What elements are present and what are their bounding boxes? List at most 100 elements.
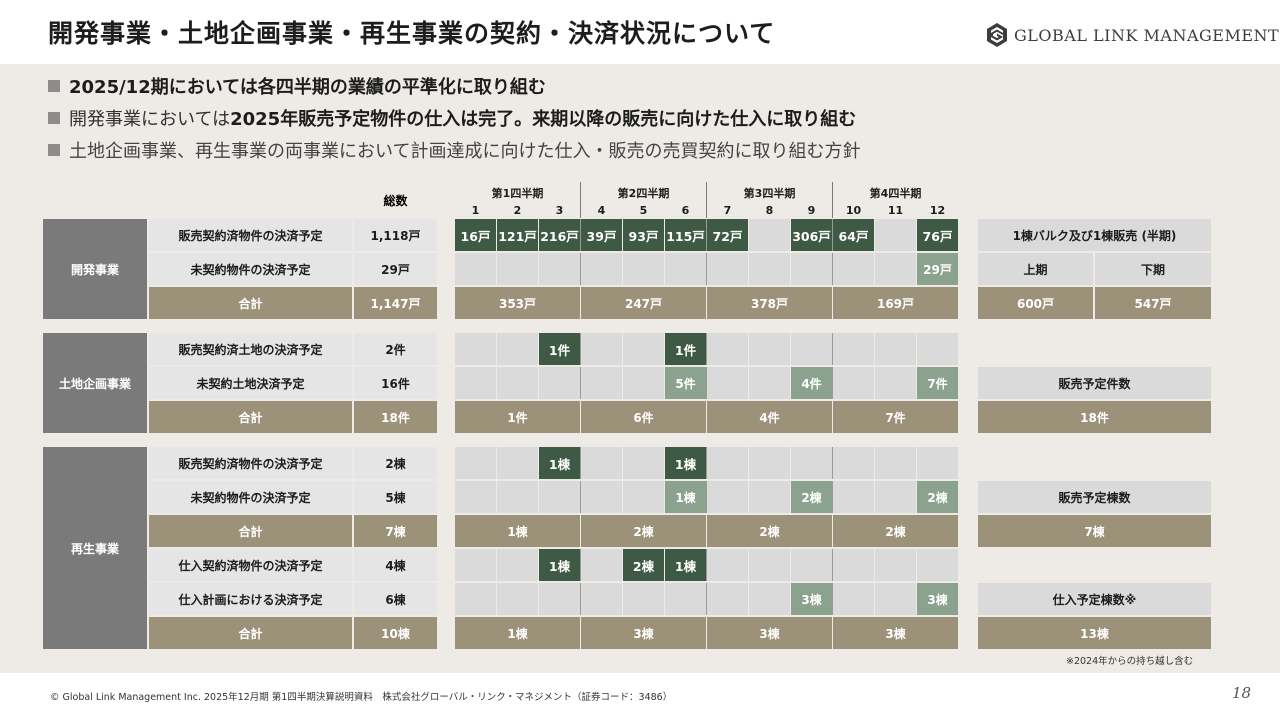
contracted-month-cell: 1棟 bbox=[665, 549, 706, 581]
quarter-total-cell: 378戸 bbox=[707, 287, 832, 319]
quarter-separator bbox=[580, 481, 581, 513]
empty-month-cell bbox=[833, 333, 874, 365]
month-number: 12 bbox=[929, 204, 946, 217]
empty-month-cell bbox=[875, 481, 916, 513]
quarter-separator bbox=[580, 219, 581, 251]
logo-mark-icon bbox=[987, 23, 1007, 47]
quarter-separator bbox=[706, 367, 707, 399]
planned-month-cell: 1棟 bbox=[665, 481, 706, 513]
bullet-square-icon bbox=[48, 144, 60, 156]
bullet-2-text-pre: 開発事業においては bbox=[69, 109, 231, 130]
empty-month-cell bbox=[497, 481, 538, 513]
row-total-value: 1,118戸 bbox=[354, 219, 437, 251]
empty-month-cell bbox=[749, 583, 790, 615]
row-total-value: 7棟 bbox=[354, 515, 437, 547]
empty-month-cell bbox=[833, 481, 874, 513]
quarter-separator bbox=[580, 447, 581, 479]
quarter-total-cell: 2棟 bbox=[707, 515, 832, 547]
dev-summary-second-half-value: 547戸 bbox=[1095, 287, 1211, 319]
quarter-total-cell: 3棟 bbox=[833, 617, 958, 649]
contracted-month-cell: 1棟 bbox=[539, 447, 580, 479]
empty-month-cell bbox=[833, 583, 874, 615]
empty-month-cell bbox=[497, 367, 538, 399]
empty-month-cell bbox=[455, 481, 496, 513]
empty-month-cell bbox=[497, 253, 538, 285]
planned-month-cell: 5件 bbox=[665, 367, 706, 399]
empty-month-cell bbox=[707, 583, 748, 615]
quarter-total-cell: 1棟 bbox=[455, 617, 580, 649]
bullet-1-text: 2025/12期においては各四半期の業績の平準化に取り組む bbox=[69, 77, 546, 98]
empty-month-cell bbox=[791, 253, 832, 285]
contracted-month-cell: 115戸 bbox=[665, 219, 706, 251]
planned-month-cell: 29戸 bbox=[917, 253, 958, 285]
empty-month-cell bbox=[455, 583, 496, 615]
month-number: 3 bbox=[555, 204, 564, 217]
empty-month-cell bbox=[749, 549, 790, 581]
quarter-total-cell: 3棟 bbox=[581, 617, 706, 649]
month-number: 7 bbox=[723, 204, 732, 217]
segment-label: 再生事業 bbox=[43, 447, 147, 649]
empty-month-cell bbox=[455, 253, 496, 285]
footer-copyright: © Global Link Management Inc. 2025年12月期 … bbox=[50, 692, 673, 703]
row-total-value: 6棟 bbox=[354, 583, 437, 615]
contracted-month-cell: 93戸 bbox=[623, 219, 664, 251]
dev-summary-second-half-header: 下期 bbox=[1095, 253, 1211, 285]
month-number: 6 bbox=[681, 204, 690, 217]
contracted-month-cell: 1件 bbox=[665, 333, 706, 365]
bullet-square-icon bbox=[48, 112, 60, 124]
empty-month-cell bbox=[497, 583, 538, 615]
contracted-month-cell: 1棟 bbox=[665, 447, 706, 479]
contracted-month-cell: 76戸 bbox=[917, 219, 958, 251]
empty-month-cell bbox=[665, 253, 706, 285]
quarter-separator bbox=[832, 447, 833, 479]
segment-label: 開発事業 bbox=[43, 219, 147, 319]
contracted-month-cell: 16戸 bbox=[455, 219, 496, 251]
logo-text: GLOBAL LINK MANAGEMENT bbox=[1014, 25, 1280, 45]
row-label: 未契約物件の決済予定 bbox=[149, 253, 352, 285]
quarter-separator bbox=[706, 333, 707, 365]
dev-summary-first-half-value: 600戸 bbox=[978, 287, 1093, 319]
planned-month-cell: 2棟 bbox=[917, 481, 958, 513]
row-label: 販売契約済物件の決済予定 bbox=[149, 219, 352, 251]
quarter-separator bbox=[580, 549, 581, 581]
quarter-total-cell: 2棟 bbox=[833, 515, 958, 547]
empty-month-cell bbox=[539, 253, 580, 285]
empty-month-cell bbox=[833, 367, 874, 399]
row-total-value: 1,147戸 bbox=[354, 287, 437, 319]
planned-month-cell: 3棟 bbox=[917, 583, 958, 615]
empty-month-cell bbox=[497, 447, 538, 479]
contracted-month-cell: 64戸 bbox=[833, 219, 874, 251]
contracted-month-cell: 72戸 bbox=[707, 219, 748, 251]
bullet-3-text: 土地企画事業、再生事業の両事業において計画達成に向けた仕入・販売の売買契約に取り… bbox=[69, 141, 861, 162]
empty-month-cell bbox=[875, 447, 916, 479]
quarter-header: 第2四半期 bbox=[617, 187, 670, 200]
contracted-month-cell: 216戸 bbox=[539, 219, 580, 251]
empty-month-cell bbox=[581, 549, 622, 581]
quarter-total-cell: 2棟 bbox=[581, 515, 706, 547]
empty-month-cell bbox=[875, 549, 916, 581]
empty-month-cell bbox=[623, 333, 664, 365]
month-number: 10 bbox=[845, 204, 862, 217]
empty-month-cell bbox=[707, 253, 748, 285]
land-summary-title: 販売予定件数 bbox=[978, 367, 1211, 399]
bullet-square-icon bbox=[48, 80, 60, 92]
empty-month-cell bbox=[749, 481, 790, 513]
bullet-2-text-bold: 2025年販売予定物件の仕入は完了。来期以降の販売に向けた仕入に取り組む bbox=[230, 109, 857, 130]
row-label-total: 合計 bbox=[149, 287, 352, 319]
regen-sales-summary-value: 7棟 bbox=[978, 515, 1211, 547]
company-logo: GLOBAL LINK MANAGEMENT bbox=[986, 22, 1279, 48]
quarter-total-cell: 1棟 bbox=[455, 515, 580, 547]
row-total-value: 29戸 bbox=[354, 253, 437, 285]
row-total-value: 10棟 bbox=[354, 617, 437, 649]
empty-month-cell bbox=[791, 333, 832, 365]
row-label: 仕入契約済物件の決済予定 bbox=[149, 549, 352, 581]
row-label: 未契約土地決済予定 bbox=[149, 367, 352, 399]
quarter-separator bbox=[580, 333, 581, 365]
contracted-month-cell: 1件 bbox=[539, 333, 580, 365]
empty-month-cell bbox=[917, 549, 958, 581]
month-number: 1 bbox=[471, 204, 480, 217]
planned-month-cell: 3棟 bbox=[791, 583, 832, 615]
quarter-separator bbox=[580, 583, 581, 615]
month-number: 4 bbox=[597, 204, 606, 217]
empty-month-cell bbox=[707, 549, 748, 581]
